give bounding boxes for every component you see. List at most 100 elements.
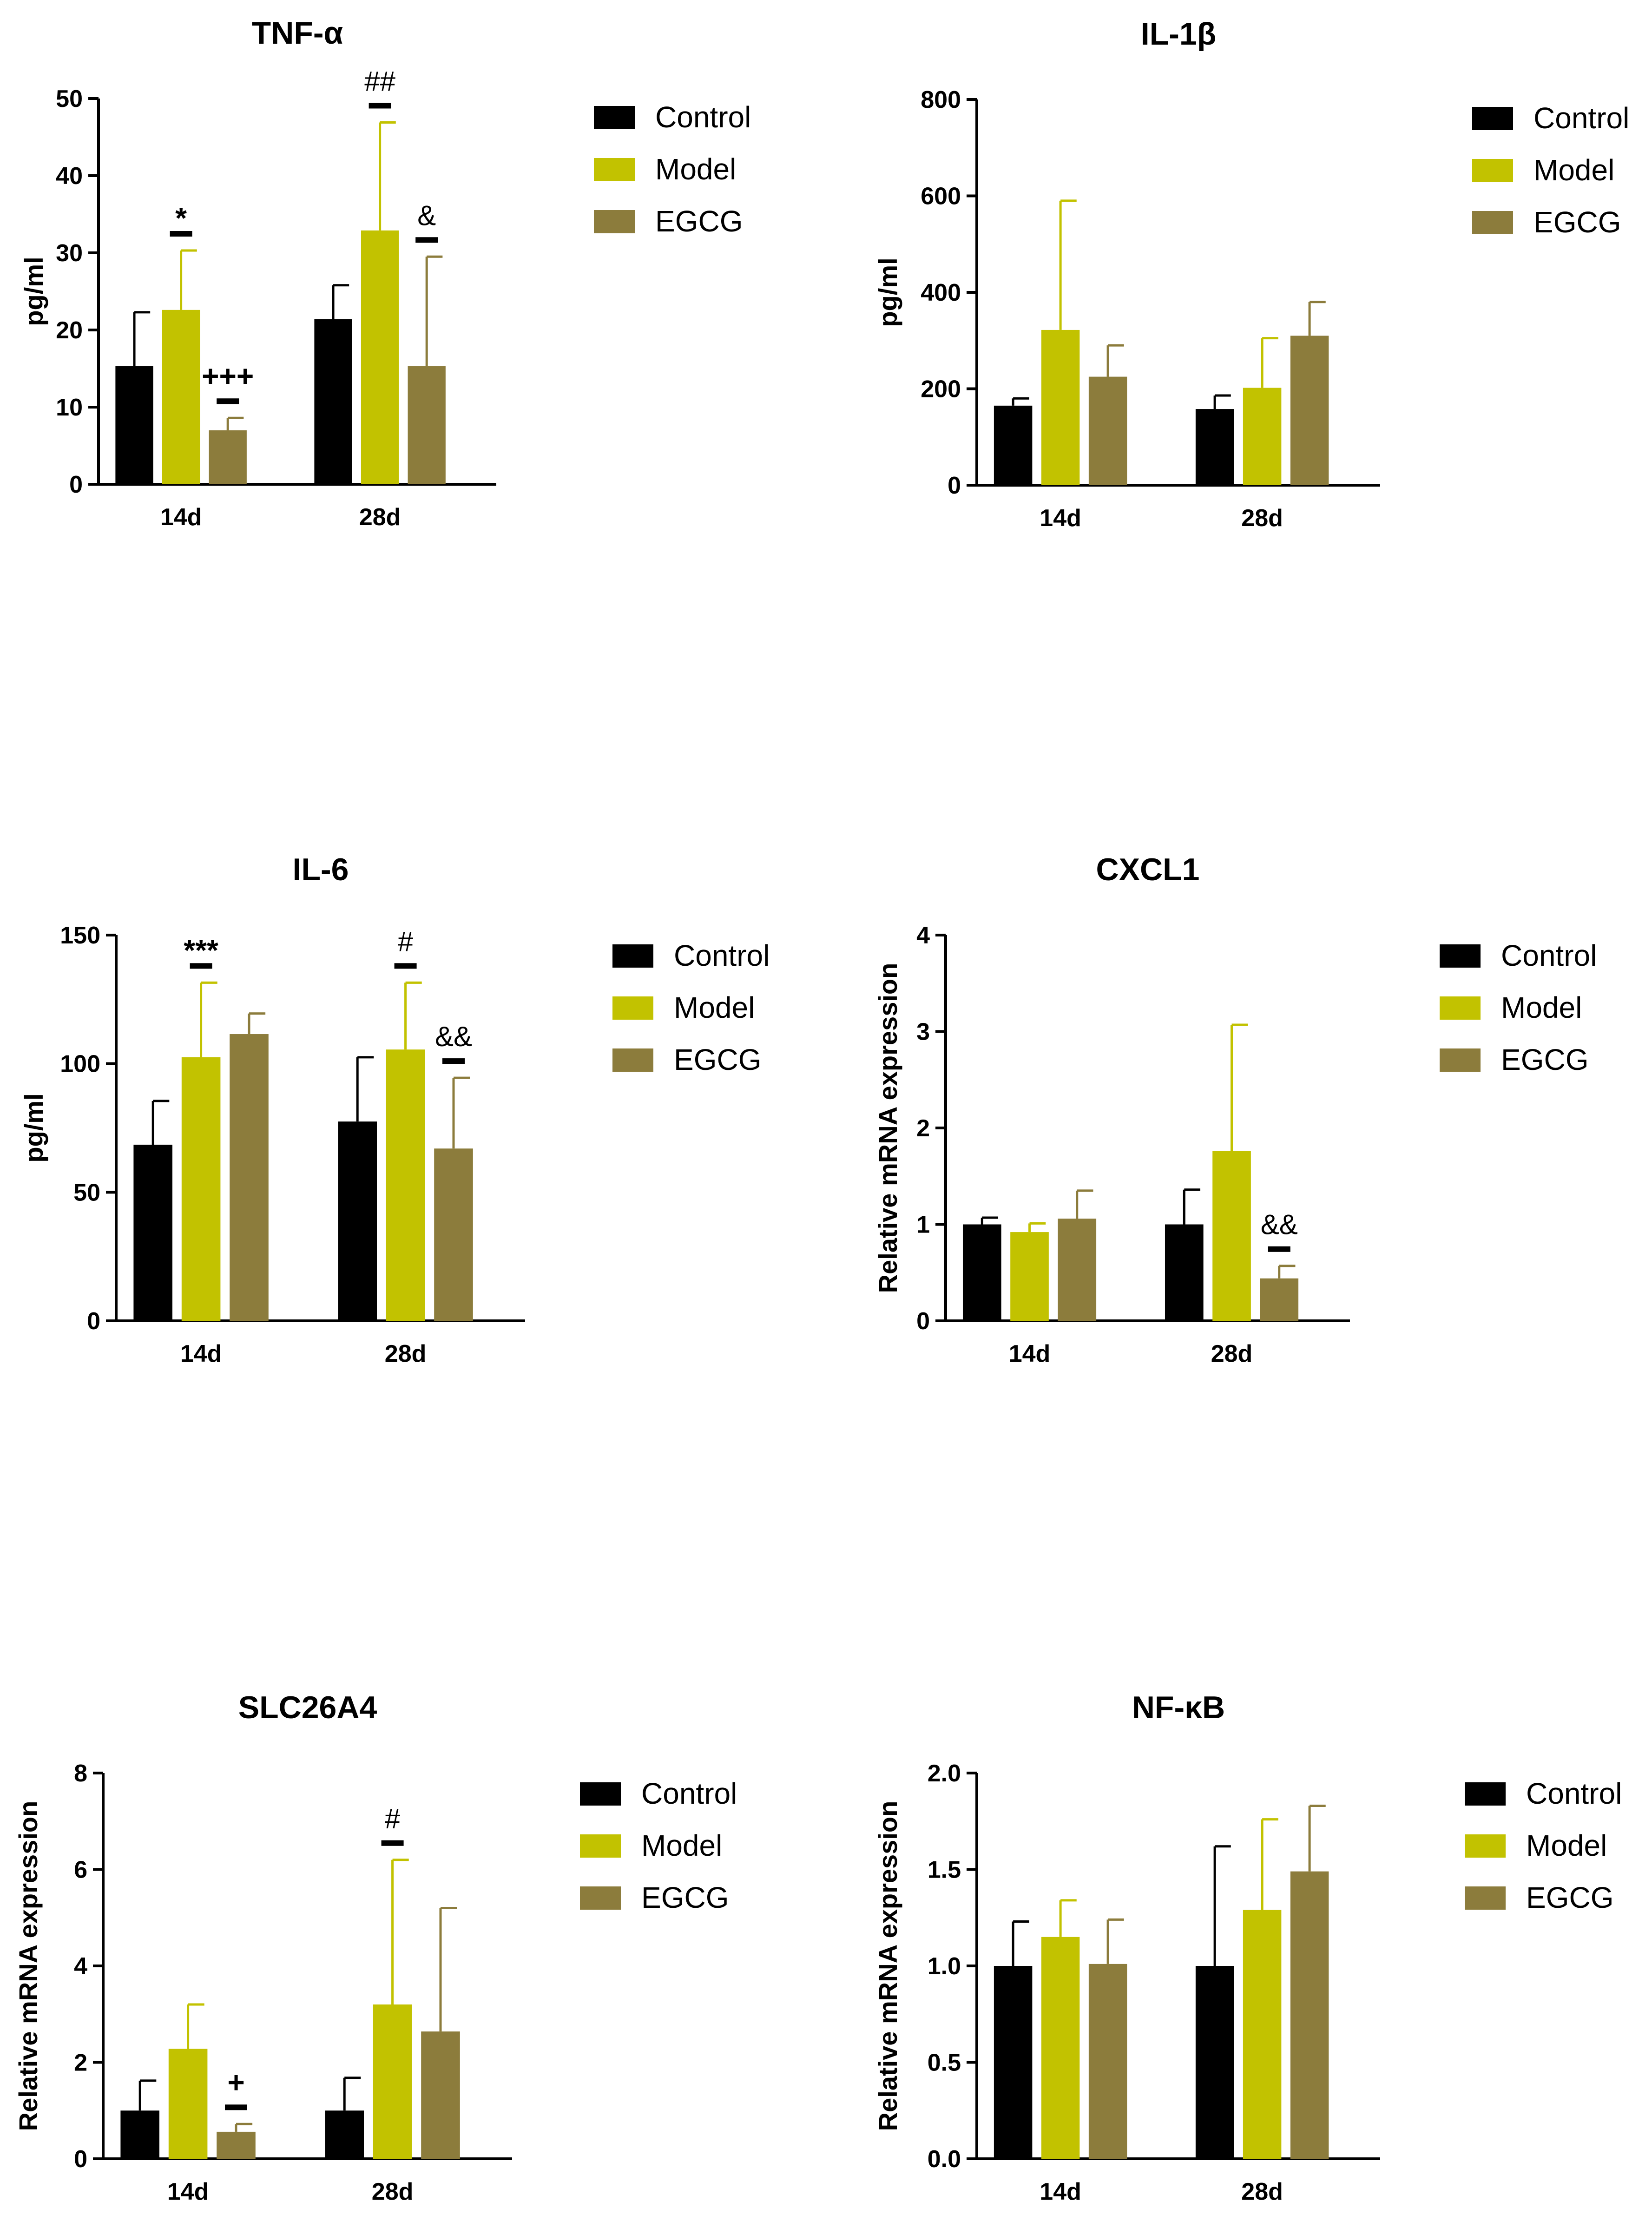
- legend-swatch-control: [1472, 107, 1513, 130]
- y-tick-label: 1.5: [928, 1857, 961, 1884]
- bar-model-14d: [1010, 1232, 1049, 1321]
- y-tick-label: 200: [921, 376, 961, 403]
- chart-title: CXCL1: [1096, 852, 1200, 887]
- legend-label-egcg: EGCG: [655, 204, 743, 238]
- significance-label: +: [227, 2065, 244, 2099]
- significance-label: #: [385, 1803, 401, 1834]
- significance-dash: [170, 231, 192, 237]
- significance-dash: [381, 1840, 404, 1846]
- y-axis-label: pg/ml: [19, 1093, 48, 1162]
- legend-label-model: Model: [1534, 153, 1614, 187]
- significance-label: #: [398, 926, 414, 957]
- legend-swatch-egcg: [594, 210, 635, 233]
- bar-control-14d: [994, 1966, 1033, 2159]
- legend-swatch-control: [612, 944, 653, 968]
- y-tick-label: 150: [60, 922, 100, 949]
- legend-label-model: Model: [641, 1829, 722, 1862]
- bar-egcg-14d: [1088, 376, 1127, 485]
- bar-control-28d: [1165, 1224, 1204, 1321]
- chart-panel-1: TNF-α pg/ml 0 10 20 30 40 50 * +++ 14d ## & 28d Contro…: [19, 15, 751, 531]
- legend: Control Model EGCG: [1472, 101, 1629, 239]
- x-tick-label: 28d: [372, 2178, 414, 2205]
- legend: Control Model EGCG: [594, 100, 751, 238]
- x-tick-label: 14d: [1009, 1340, 1051, 1367]
- chart-panel-2: IL-1β pg/ml 0 200 400 600 800 14d 28d Control Mode…: [873, 16, 1629, 532]
- y-tick-label: 4: [74, 1953, 87, 1980]
- legend-swatch-model: [1472, 159, 1513, 182]
- legend-label-egcg: EGCG: [641, 1881, 729, 1914]
- chart-panel-3: IL-6 pg/ml 0 50 100 150 *** 14d # && 28d Control Mod…: [19, 852, 770, 1367]
- bar-egcg-14d: [1088, 1964, 1127, 2159]
- y-axis-label: Relative mRNA expression: [873, 963, 902, 1293]
- x-tick-label: 28d: [1241, 2178, 1283, 2205]
- bar-egcg-28d: [1260, 1278, 1299, 1321]
- significance-label: *: [175, 201, 187, 235]
- y-tick-label: 0: [948, 472, 961, 499]
- bar-model-14d: [168, 2049, 208, 2159]
- bar-control-14d: [994, 405, 1033, 485]
- significance-label: ##: [364, 66, 395, 97]
- y-tick-label: 8: [74, 1760, 87, 1787]
- significance-dash: [394, 963, 417, 969]
- bar-model-14d: [181, 1057, 221, 1321]
- chart-panel-5: SLC26A4 Relative mRNA expression 0 2 4 6 8 +14d…: [13, 1690, 737, 2205]
- significance-dash: [217, 398, 239, 404]
- legend-label-egcg: EGCG: [1534, 205, 1621, 239]
- bar-model-28d: [1243, 1910, 1282, 2159]
- x-tick-label: 28d: [1241, 505, 1283, 532]
- chart-title: TNF-α: [252, 15, 343, 51]
- y-axis-label: pg/ml: [873, 257, 902, 327]
- bar-model-28d: [1212, 1151, 1251, 1321]
- bar-egcg-14d: [1058, 1219, 1097, 1321]
- y-axis-label: Relative mRNA expression: [13, 1801, 43, 2131]
- x-tick-label: 28d: [1211, 1340, 1253, 1367]
- bar-control-28d: [338, 1121, 377, 1321]
- bar-model-14d: [1041, 1937, 1080, 2159]
- legend-swatch-model: [1440, 996, 1481, 1020]
- legend-swatch-control: [1440, 944, 1481, 968]
- legend: Control Model EGCG: [1465, 1777, 1622, 1914]
- x-tick-label: 14d: [1040, 2178, 1081, 2205]
- legend-swatch-egcg: [580, 1886, 621, 1910]
- significance-dash: [190, 963, 212, 969]
- legend-label-control: Control: [1526, 1777, 1622, 1810]
- bar-control-28d: [1195, 1966, 1234, 2159]
- bar-control-14d: [115, 366, 153, 484]
- bar-model-28d: [373, 2004, 412, 2159]
- legend-label-model: Model: [1526, 1829, 1607, 1862]
- legend-label-control: Control: [1534, 101, 1629, 135]
- y-tick-label: 2: [916, 1115, 930, 1142]
- y-tick-label: 100: [60, 1051, 100, 1078]
- x-tick-label: 14d: [1040, 505, 1081, 532]
- y-tick-label: 800: [921, 86, 961, 113]
- bar-model-28d: [1243, 388, 1282, 485]
- legend-label-model: Model: [655, 152, 736, 186]
- bar-control-14d: [133, 1144, 172, 1321]
- legend-swatch-egcg: [612, 1048, 653, 1072]
- significance-dash: [369, 103, 391, 109]
- bar-control-28d: [1195, 409, 1234, 485]
- chart-title: NF-κB: [1132, 1690, 1225, 1725]
- bar-model-14d: [162, 310, 200, 484]
- legend-label-model: Model: [674, 991, 755, 1024]
- y-axis-label: pg/ml: [19, 257, 48, 326]
- bar-egcg-14d: [230, 1034, 269, 1321]
- y-axis-label: Relative mRNA expression: [873, 1801, 902, 2131]
- y-tick-label: 10: [56, 394, 83, 421]
- x-tick-label: 14d: [167, 2178, 209, 2205]
- y-tick-label: 0: [74, 2146, 87, 2173]
- legend-label-egcg: EGCG: [1501, 1043, 1588, 1076]
- x-tick-label: 28d: [385, 1340, 427, 1367]
- bar-egcg-28d: [408, 366, 446, 484]
- chart-title: IL-6: [293, 852, 349, 887]
- legend-label-egcg: EGCG: [1526, 1881, 1613, 1914]
- bar-control-14d: [962, 1224, 1001, 1321]
- y-tick-label: 0.5: [928, 2050, 961, 2077]
- significance-label: &: [417, 200, 436, 231]
- x-tick-label: 14d: [160, 504, 202, 531]
- bar-egcg-28d: [421, 2031, 460, 2159]
- y-tick-label: 2.0: [928, 1760, 961, 1787]
- significance-dash: [1268, 1246, 1290, 1252]
- y-tick-label: 50: [73, 1179, 100, 1206]
